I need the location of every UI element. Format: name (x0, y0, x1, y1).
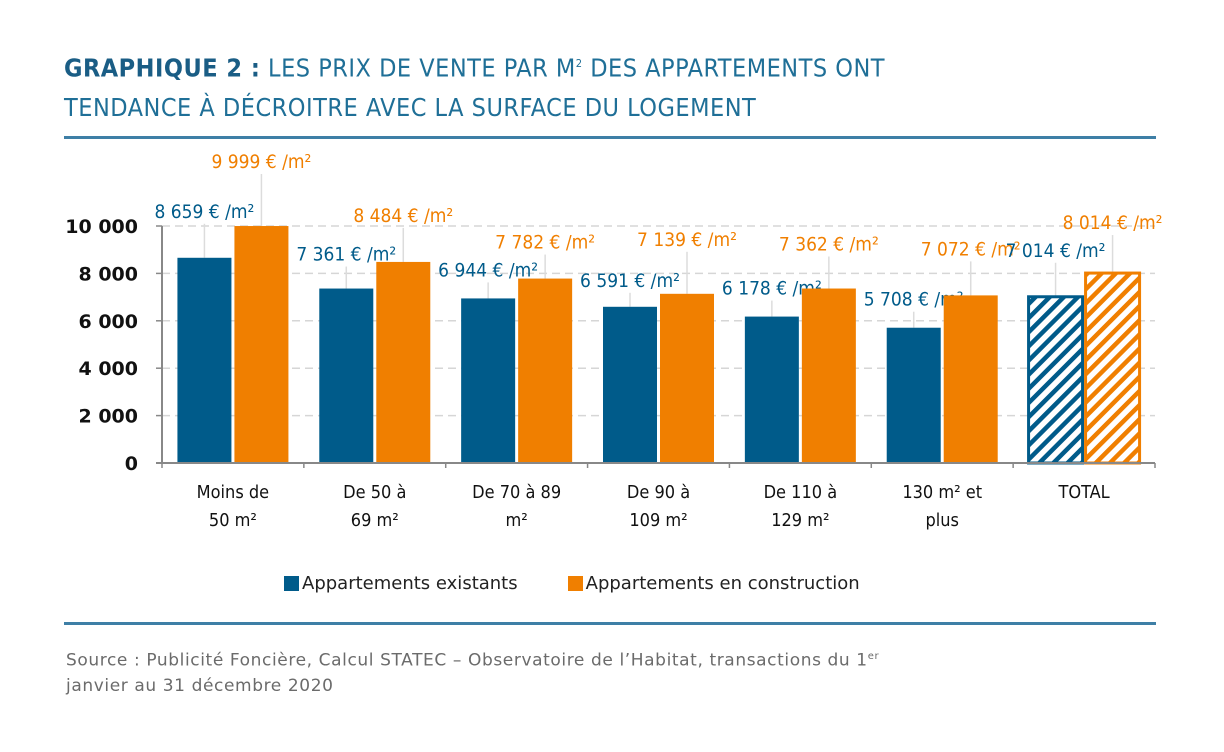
y-tick-label: 2 000 (79, 406, 139, 428)
bar-existing (177, 257, 232, 463)
legend-item-existing: Appartements existants (284, 573, 518, 594)
bar-existing (319, 288, 374, 463)
data-label: 7 782 € /m² (495, 232, 595, 254)
bar-chart: 0 2 000 4 000 6 000 8 000 10 000 8 659 € /m² 9 … (65, 151, 1163, 531)
bar-construction (660, 293, 714, 463)
data-label: 8 659 € /m² (154, 201, 254, 223)
y-tick-label: 8 000 (79, 263, 139, 285)
data-label: 6 944 € /m² (438, 259, 538, 281)
bar-existing (744, 316, 799, 463)
x-category-label: plus (925, 510, 959, 531)
bar-construction (801, 288, 856, 463)
x-category-label: De 110 à (764, 482, 838, 503)
x-category-label: 129 m² (771, 510, 829, 531)
data-label: 6 178 € /m² (722, 278, 822, 300)
x-category-label: 69 m² (351, 510, 399, 531)
legend-swatch-construction (567, 576, 583, 591)
data-label: 5 708 € /m² (864, 289, 964, 311)
x-category-label: De 90 à (627, 482, 690, 503)
chart-title-sup: 2 (575, 57, 583, 70)
y-tick-label: 0 (125, 453, 138, 475)
x-category-label: 50 m² (209, 510, 257, 531)
x-category-label: TOTAL (1057, 482, 1109, 503)
bar-construction (376, 261, 431, 463)
bar-construction (943, 295, 998, 463)
source-text: Source : Publicité Foncière, Calcul STAT… (66, 650, 868, 671)
data-label: 7 361 € /m² (296, 244, 396, 266)
bar-construction (234, 226, 289, 463)
source-sup: er (867, 651, 880, 662)
x-category-label: De 50 à (343, 482, 406, 503)
source-text-line-2: janvier au 31 décembre 2020 (66, 675, 334, 696)
data-label: 8 484 € /m² (353, 205, 453, 227)
x-category-label: De 70 à 89 (472, 482, 561, 503)
data-label: 7 139 € /m² (637, 229, 737, 251)
bar-existing (886, 327, 941, 463)
source-note: Source : Publicité Foncière, Calcul STAT… (66, 644, 1166, 699)
y-tick-label: 10 000 (65, 216, 138, 238)
legend-label-existing: Appartements existants (302, 573, 518, 594)
x-category-label: m² (506, 510, 528, 531)
legend-item-construction: Appartements en construction (567, 573, 860, 594)
data-label: 7 014 € /m² (1006, 240, 1106, 262)
x-category-label: 109 m² (629, 510, 687, 531)
chart-title-lead: GRAPHIQUE 2 : (64, 53, 261, 83)
chart-title-line-2: TENDANCE À DÉCROITRE AVEC LA SURFACE DU … (64, 93, 757, 123)
chart-title-line-1: GRAPHIQUE 2 : LES PRIX DE VENTE PAR M2 D… (64, 44, 1164, 88)
chart-legend: Appartements existants Appartements en c… (284, 573, 860, 594)
data-label: 7 072 € /m² (921, 238, 1021, 260)
legend-swatch-existing (284, 576, 299, 591)
chart-title: GRAPHIQUE 2 : LES PRIX DE VENTE PAR M2 D… (64, 44, 1164, 128)
data-label: 6 591 € /m² (580, 270, 680, 292)
data-label: 9 999 € /m² (211, 151, 311, 173)
bar-existing (461, 298, 516, 463)
y-tick-label: 6 000 (79, 311, 139, 333)
bar-construction (518, 278, 573, 463)
x-category-label: 130 m² et (902, 482, 982, 503)
chart-title-text-end: DES APPARTEMENTS ONT (582, 53, 886, 83)
title-divider (64, 136, 1156, 139)
x-category-label: Moins de (197, 482, 270, 503)
legend-label-construction: Appartements en construction (585, 573, 860, 594)
data-label: 8 014 € /m² (1063, 212, 1163, 234)
bar-existing (1027, 295, 1085, 465)
bar-construction (1084, 271, 1142, 465)
y-tick-label: 4 000 (79, 358, 139, 380)
bar-existing (603, 306, 657, 463)
chart-title-text: LES PRIX DE VENTE PAR M (260, 53, 576, 83)
data-label: 7 362 € /m² (779, 234, 879, 256)
source-divider (64, 622, 1156, 625)
